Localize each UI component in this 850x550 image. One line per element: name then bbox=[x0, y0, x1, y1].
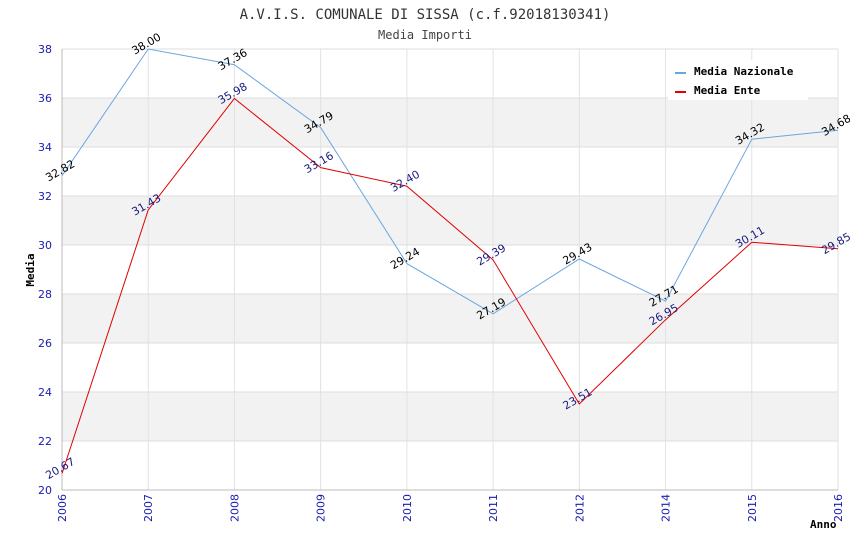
y-tick-label: 22 bbox=[38, 435, 52, 448]
y-tick-label: 32 bbox=[38, 190, 52, 203]
series-line bbox=[61, 48, 839, 315]
y-tick-label: 38 bbox=[38, 43, 52, 56]
legend: Media Nazionale Media Ente bbox=[668, 60, 808, 100]
legend-label: Media Ente bbox=[694, 84, 761, 97]
plot-band bbox=[62, 196, 838, 245]
legend-background bbox=[668, 60, 808, 100]
x-axis-title: Anno bbox=[810, 518, 837, 531]
data-label: 20.67 bbox=[43, 455, 77, 482]
y-tick-label: 26 bbox=[38, 337, 52, 350]
x-tick-label: 2011 bbox=[487, 494, 500, 522]
series-lines bbox=[61, 48, 839, 474]
x-tick-label: 2010 bbox=[401, 494, 414, 522]
y-tick-label: 30 bbox=[38, 239, 52, 252]
data-label: 38.00 bbox=[130, 30, 164, 57]
plot-band bbox=[62, 98, 838, 147]
data-label: 29.24 bbox=[388, 245, 422, 272]
data-label: 33.16 bbox=[302, 149, 336, 176]
x-tick-label: 2008 bbox=[228, 494, 241, 522]
chart-subtitle: Media Importi bbox=[378, 28, 472, 42]
x-tick-label: 2009 bbox=[315, 494, 328, 522]
x-tick-labels: 2006 2007 2008 2009 2010 2011 2012 2014 2015 2016 bbox=[56, 494, 845, 522]
x-tick-label: 2006 bbox=[56, 494, 69, 522]
x-tick-label: 2007 bbox=[142, 494, 155, 522]
x-tick-label: 2012 bbox=[573, 494, 586, 522]
legend-label: Media Nazionale bbox=[694, 65, 794, 78]
x-tick-label: 2016 bbox=[832, 494, 845, 522]
y-tick-labels: 20 22 24 26 28 30 32 34 36 38 bbox=[38, 43, 52, 497]
x-tick-label: 2014 bbox=[660, 494, 673, 522]
plot-band bbox=[62, 294, 838, 343]
y-tick-label: 36 bbox=[38, 92, 52, 105]
data-label: 32.82 bbox=[43, 157, 77, 184]
chart-title: A.V.I.S. COMUNALE DI SISSA (c.f.92018130… bbox=[240, 7, 611, 23]
x-tick-label: 2015 bbox=[746, 494, 759, 522]
y-tick-label: 28 bbox=[38, 288, 52, 301]
data-label: 37.36 bbox=[216, 46, 250, 73]
y-axis-title: Media bbox=[24, 253, 37, 286]
plot-band bbox=[62, 392, 838, 441]
data-label: 32.40 bbox=[388, 168, 422, 195]
series-line bbox=[61, 97, 839, 474]
y-tick-label: 24 bbox=[38, 386, 52, 399]
y-tick-label: 34 bbox=[38, 141, 52, 154]
y-tick-label: 20 bbox=[38, 484, 52, 497]
axes bbox=[61, 49, 838, 491]
